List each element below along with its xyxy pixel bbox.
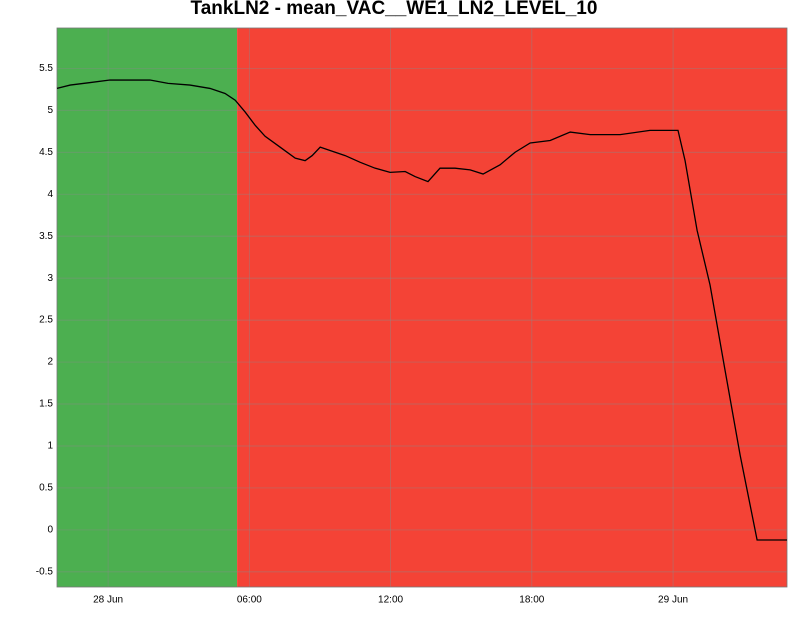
x-tick-label: 28 Jun — [93, 595, 123, 606]
y-tick-label: 5.5 — [39, 63, 53, 74]
y-tick-label: 5 — [47, 105, 53, 116]
background-band — [237, 28, 788, 587]
plot-frame — [56, 27, 788, 588]
x-tick-label: 29 Jun — [658, 595, 688, 606]
x-tick-label: 12:00 — [378, 595, 403, 606]
y-tick-label: 3.5 — [39, 231, 53, 242]
y-tick-label: -0.5 — [36, 567, 54, 578]
y-tick-label: 1.5 — [39, 399, 53, 410]
y-tick-label: 2 — [47, 357, 53, 368]
y-tick-label: 1 — [47, 441, 53, 452]
chart-title: TankLN2 - mean_VAC__WE1_LN2_LEVEL_10 — [191, 0, 598, 19]
background-band — [57, 28, 238, 587]
y-tick-label: 0 — [47, 525, 53, 536]
y-tick-label: 0.5 — [39, 483, 53, 494]
x-tick-label: 06:00 — [237, 595, 262, 606]
x-tick-label: 18:00 — [519, 595, 544, 606]
data-line — [56, 79, 787, 541]
y-tick-label: 2.5 — [39, 315, 53, 326]
y-tick-label: 3 — [47, 273, 53, 284]
y-tick-label: 4.5 — [39, 147, 53, 158]
y-tick-label: 4 — [47, 189, 53, 200]
